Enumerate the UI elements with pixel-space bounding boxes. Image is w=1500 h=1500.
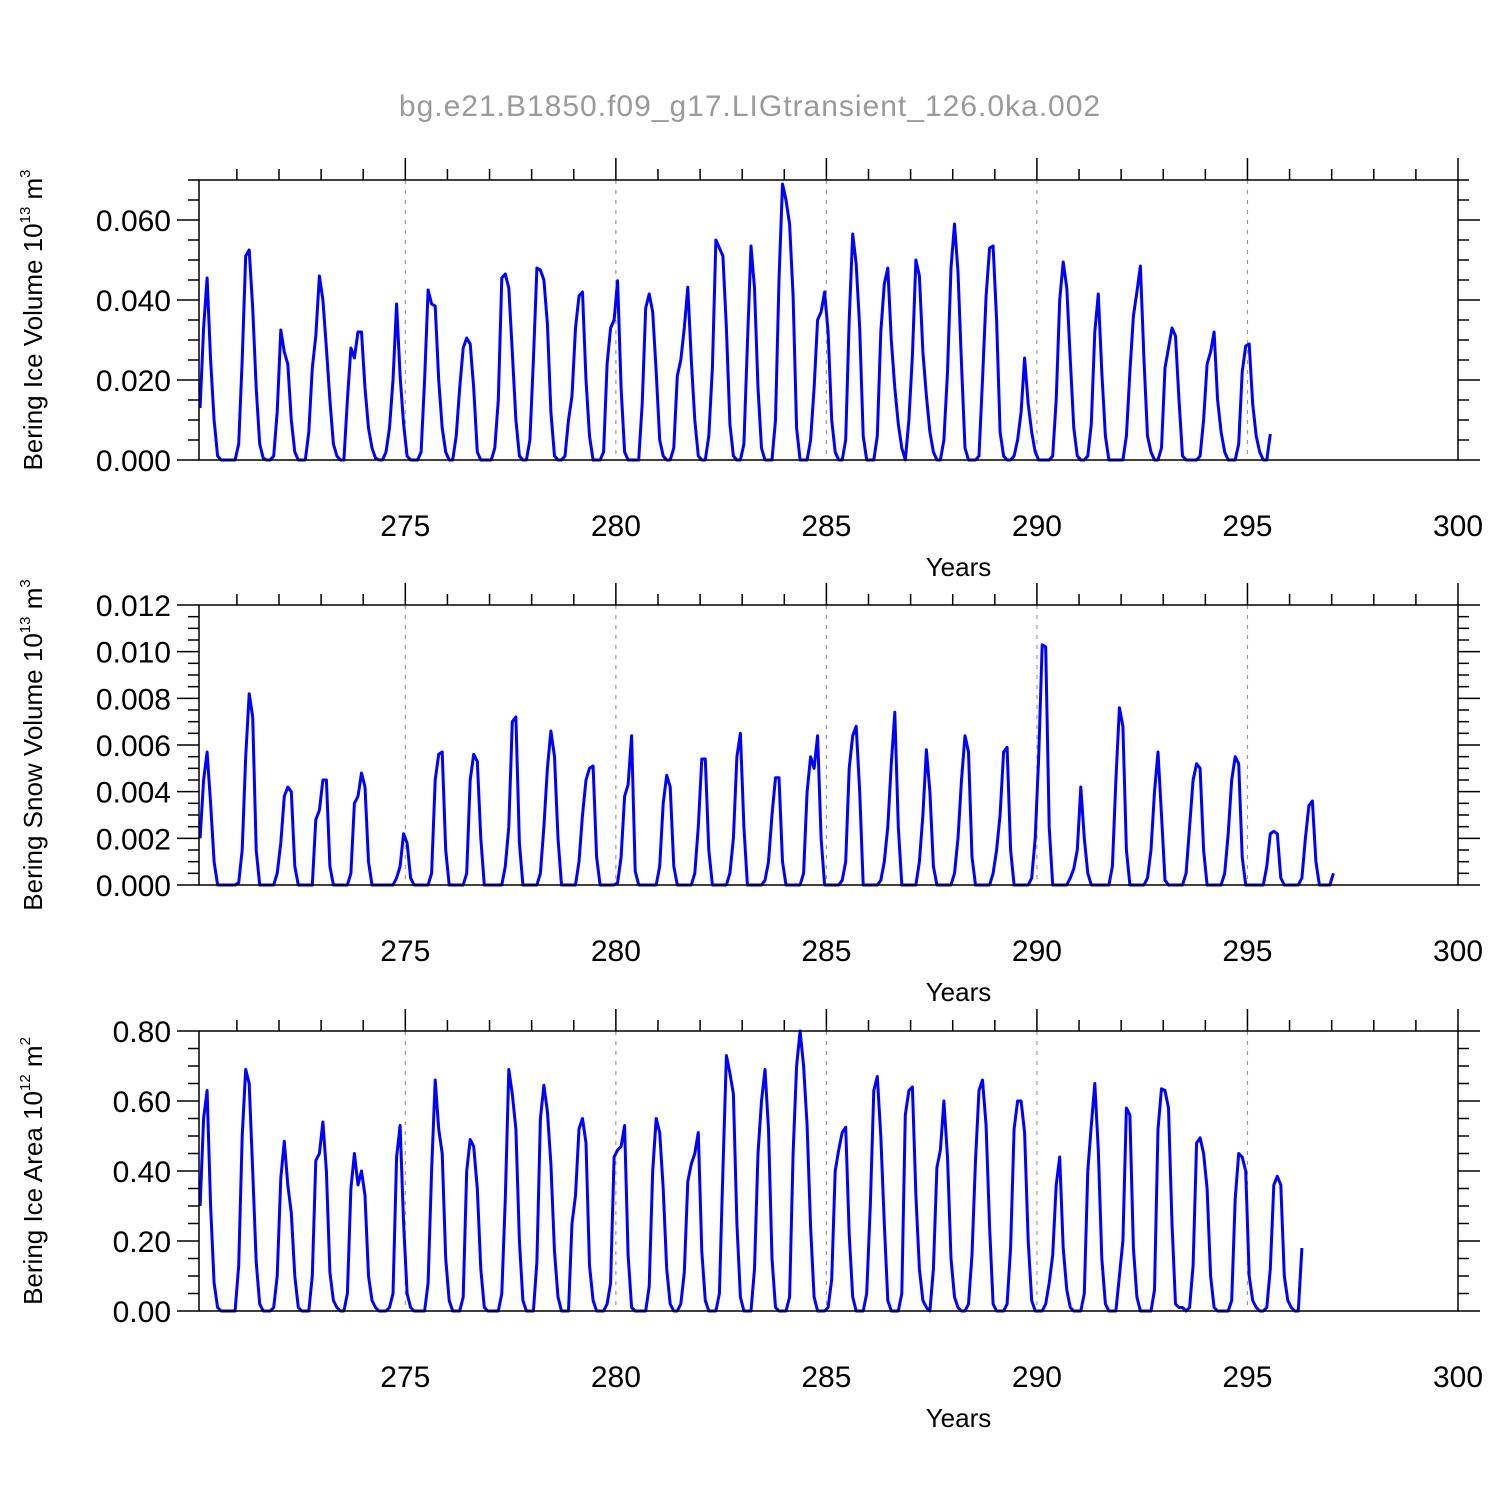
y-tick-label: 0.000 [96, 870, 171, 903]
x-tick-label: 295 [1222, 1361, 1272, 1394]
x-tick-label: 280 [591, 935, 641, 968]
y-tick-label: 0.00 [113, 1296, 171, 1329]
x-tick-label: 275 [380, 1361, 430, 1394]
x-tick-label: 280 [591, 510, 641, 543]
x-tick-label: 285 [801, 1361, 851, 1394]
x-tick-label: 300 [1433, 510, 1483, 543]
y-tick-label: 0.010 [96, 637, 171, 670]
figure-title: bg.e21.B1850.f09_g17.LIGtransient_126.0k… [399, 90, 1101, 123]
x-tick-label: 290 [1012, 1361, 1062, 1394]
series-line-snow-volume [198, 643, 1335, 887]
x-tick-label: 290 [1012, 510, 1062, 543]
x-tick-label: 295 [1222, 510, 1272, 543]
y-tick-label: 0.012 [96, 590, 171, 623]
panel-ice-volume: 275 280 285 290 295 300 0.000 0.020 0.040 0.060 Ye… [17, 158, 1483, 582]
y-tick-label: 0.004 [96, 777, 171, 810]
x-tick-label: 290 [1012, 935, 1062, 968]
y-tick-label: 0.20 [113, 1226, 171, 1259]
x-axis-label: Years [926, 552, 992, 582]
panel-ice-area: 275 280 285 290 295 300 0.00 0.20 0.40 0.60 0.80 Ye… [17, 1009, 1483, 1433]
x-tick-label: 280 [591, 1361, 641, 1394]
x-tick-label: 285 [801, 510, 851, 543]
series-line-ice-area [198, 1029, 1304, 1313]
x-tick-label: 295 [1222, 935, 1272, 968]
x-axis-label: Years [926, 1403, 992, 1433]
x-tick-label: 300 [1433, 1361, 1483, 1394]
y-tick-label: 0.000 [96, 445, 171, 478]
y-tick-label: 0.020 [96, 365, 171, 398]
y-tick-label: 0.80 [113, 1016, 171, 1049]
series-line-ice-volume [198, 182, 1272, 462]
x-tick-label: 285 [801, 935, 851, 968]
x-tick-label: 275 [380, 510, 430, 543]
y-tick-label: 0.40 [113, 1156, 171, 1189]
x-axis-label: Years [926, 977, 992, 1007]
y-axis-label: Bering Ice Volume 1013 m3 [17, 169, 48, 470]
y-tick-label: 0.002 [96, 823, 171, 856]
x-tick-label: 300 [1433, 935, 1483, 968]
y-axis-label: Bering Ice Area 1012 m2 [17, 1037, 48, 1305]
y-tick-label: 0.60 [113, 1086, 171, 1119]
y-tick-label: 0.060 [96, 205, 171, 238]
y-axis-label: Bering Snow Volume 1013 m3 [17, 579, 48, 910]
y-tick-label: 0.008 [96, 683, 171, 716]
x-tick-label: 275 [380, 935, 430, 968]
y-tick-label: 0.040 [96, 285, 171, 318]
y-tick-label: 0.006 [96, 730, 171, 763]
panel-snow-volume: 275 280 285 290 295 300 0.000 0.002 0.004 0.006 0.… [17, 579, 1483, 1007]
